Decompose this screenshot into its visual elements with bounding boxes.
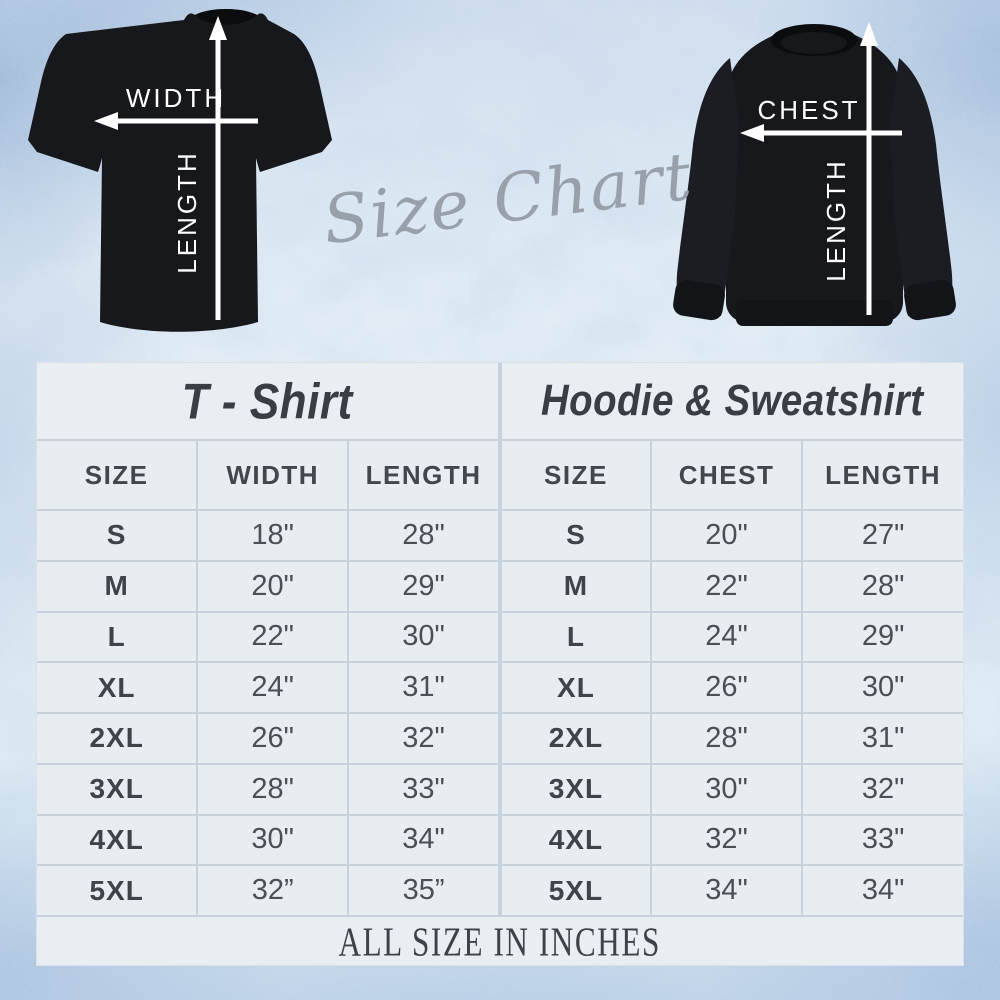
measurement-value: 27"	[803, 511, 963, 560]
length-arrow	[860, 22, 878, 315]
measurement-value: 28"	[803, 561, 963, 611]
size-label: XL	[502, 663, 650, 712]
column-header: SIZE	[502, 441, 650, 509]
measurement-value: 31"	[349, 663, 498, 712]
measurement-value: 30"	[803, 663, 963, 712]
hoodie-table-title: Hoodie & Sweatshirt	[541, 376, 924, 425]
chest-arrow	[740, 124, 902, 142]
tshirt-size-table: T - Shirt SIZE WIDTH LENGTH S 18" 28" M 20" 29" L…	[37, 363, 498, 915]
units-footer: ALL SIZE IN INCHES	[37, 917, 963, 965]
tshirt-length-label: LENGTH	[172, 150, 202, 273]
measurement-value: 28"	[198, 764, 348, 814]
size-chart-table: T - Shirt SIZE WIDTH LENGTH S 18" 28" M 20" 29" L…	[36, 362, 964, 966]
size-label: L	[37, 612, 197, 662]
measurement-value: 30"	[198, 815, 348, 865]
measurement-value: 20"	[198, 561, 348, 611]
tables-wrap: T - Shirt SIZE WIDTH LENGTH S 18" 28" M 20" 29" L…	[37, 363, 963, 915]
measurement-value: 26"	[651, 663, 802, 712]
measurement-value: 24"	[651, 612, 802, 662]
measurement-value: 33"	[349, 764, 498, 814]
column-header: SIZE	[37, 441, 197, 509]
size-label: 3XL	[37, 764, 197, 814]
tshirt-table-title-cell: T - Shirt	[37, 363, 498, 439]
measurement-value: 28"	[651, 714, 802, 763]
measurement-value: 34"	[349, 815, 498, 865]
measurement-value: 34"	[803, 866, 963, 915]
measurement-value: 29"	[803, 612, 963, 662]
sweatshirt-hem-band	[736, 300, 893, 326]
measurement-value: 24"	[198, 663, 348, 712]
measurement-value: 31"	[803, 714, 963, 763]
hoodie-table-title-cell: Hoodie & Sweatshirt	[502, 363, 963, 439]
sweatshirt-left-cuff	[673, 279, 725, 321]
size-label: 5XL	[502, 866, 650, 915]
measurement-value: 32"	[803, 764, 963, 814]
size-label: 2XL	[37, 714, 197, 763]
measurement-value: 26"	[198, 714, 348, 763]
width-arrow	[94, 112, 258, 130]
size-label: 4XL	[502, 815, 650, 865]
column-header: CHEST	[651, 441, 802, 509]
tshirt-diagram: WIDTH LENGTH	[28, 9, 332, 332]
measurement-value: 22"	[198, 612, 348, 662]
measurement-value: 28"	[349, 511, 498, 560]
size-label: 5XL	[37, 866, 197, 915]
tshirt-silhouette	[28, 9, 332, 332]
measurement-value: 34"	[651, 866, 802, 915]
sweatshirt-diagram: CHEST LENGTH	[673, 22, 956, 326]
measurement-value: 35”	[349, 866, 498, 915]
size-label: 3XL	[502, 764, 650, 814]
size-label: S	[502, 511, 650, 560]
measurement-value: 32”	[198, 866, 348, 915]
measurement-value: 30"	[651, 764, 802, 814]
sweatshirt-right-sleeve	[890, 58, 953, 316]
sweatshirt-collar-inner	[781, 32, 847, 54]
measurement-value: 32"	[651, 815, 802, 865]
tshirt-table-title: T - Shirt	[181, 372, 354, 430]
size-label: 4XL	[37, 815, 197, 865]
hoodie-size-table: Hoodie & Sweatshirt SIZE CHEST LENGTH S 20" 2…	[502, 363, 963, 915]
column-header: LENGTH	[803, 441, 963, 509]
measurement-value: 33"	[803, 815, 963, 865]
size-label: M	[502, 561, 650, 611]
size-label: XL	[37, 663, 197, 712]
column-header: WIDTH	[198, 441, 348, 509]
measurement-value: 30"	[349, 612, 498, 662]
size-label: L	[502, 612, 650, 662]
units-footer-text: ALL SIZE IN INCHES	[338, 918, 662, 964]
size-label: M	[37, 561, 197, 611]
tshirt-width-label: WIDTH	[126, 83, 226, 113]
column-header: LENGTH	[349, 441, 498, 509]
size-label: S	[37, 511, 197, 560]
sweatshirt-right-cuff	[904, 279, 956, 321]
length-arrow	[209, 16, 227, 320]
tshirt-collar	[195, 9, 257, 25]
sweatshirt-length-label: LENGTH	[821, 158, 851, 281]
sweatshirt-left-sleeve	[676, 58, 739, 316]
measurement-value: 20"	[651, 511, 802, 560]
measurement-value: 18"	[198, 511, 348, 560]
measurement-value: 32"	[349, 714, 498, 763]
measurement-value: 22"	[651, 561, 802, 611]
sweatshirt-body	[726, 26, 903, 324]
measurement-value: 29"	[349, 561, 498, 611]
sweatshirt-chest-label: CHEST	[757, 95, 860, 125]
size-label: 2XL	[502, 714, 650, 763]
